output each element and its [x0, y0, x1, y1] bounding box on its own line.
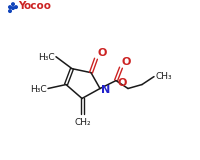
Text: O: O [97, 48, 106, 58]
Text: H₃C: H₃C [30, 85, 47, 94]
Circle shape [9, 10, 11, 12]
Text: O: O [118, 78, 127, 88]
Circle shape [15, 6, 17, 8]
Circle shape [12, 3, 14, 5]
Text: CH₃: CH₃ [156, 72, 173, 81]
Text: CH₂: CH₂ [75, 118, 91, 127]
Text: H₃C: H₃C [38, 53, 55, 62]
Text: Y: Y [18, 1, 25, 11]
Text: N: N [101, 84, 110, 95]
Text: O: O [122, 57, 131, 67]
Circle shape [12, 7, 14, 9]
Circle shape [9, 6, 11, 8]
Text: ocoo: ocoo [23, 1, 51, 11]
